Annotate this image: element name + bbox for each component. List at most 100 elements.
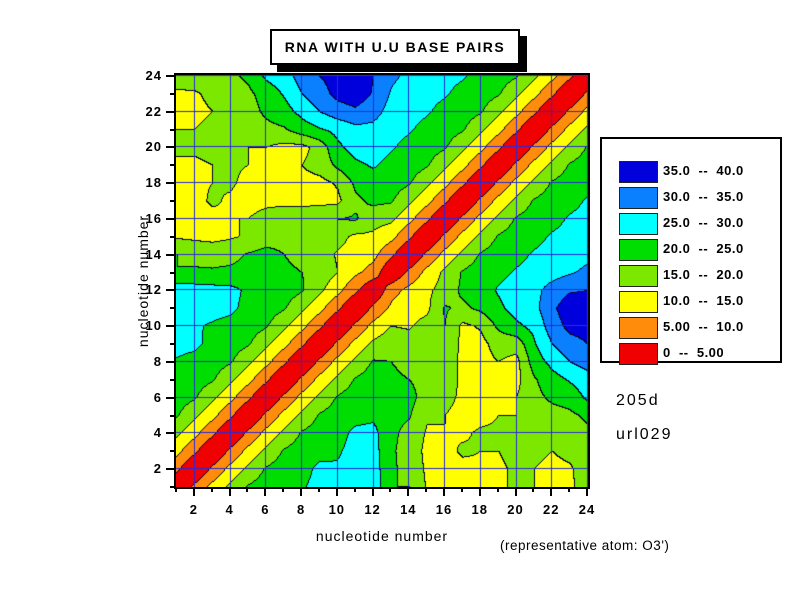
legend-bin-label: 30.0 -- 35.0 [663, 189, 744, 204]
y-minor-tick [170, 414, 175, 417]
legend-row: 25.0 -- 30.0 [602, 213, 780, 235]
x-major-tick [335, 487, 338, 496]
structure-id-ndb: url029 [616, 426, 673, 443]
y-minor-tick [170, 164, 175, 167]
legend-row: 30.0 -- 35.0 [602, 187, 780, 209]
contour-plot-frame [174, 73, 590, 489]
x-minor-tick [460, 487, 463, 492]
x-major-tick [407, 487, 410, 496]
y-major-tick [166, 396, 175, 399]
y-tick-label: 20 [145, 139, 162, 155]
x-minor-tick [175, 487, 177, 492]
legend-row: 10.0 -- 15.0 [602, 291, 780, 313]
y-minor-tick [170, 486, 175, 488]
x-tick-label: 8 [296, 502, 306, 517]
x-minor-tick [568, 487, 571, 492]
x-minor-tick [210, 487, 213, 492]
legend-bin-label: 20.0 -- 25.0 [663, 241, 744, 256]
y-minor-tick [170, 200, 175, 203]
legend-row: 35.0 -- 40.0 [602, 161, 780, 183]
legend-row: 15.0 -- 20.0 [602, 265, 780, 287]
x-major-tick [443, 487, 446, 496]
x-minor-tick [389, 487, 392, 492]
y-major-tick [166, 182, 175, 185]
x-major-tick [264, 487, 267, 496]
x-major-tick [192, 487, 195, 496]
y-minor-tick [170, 271, 175, 274]
x-minor-tick [532, 487, 535, 492]
x-minor-tick [353, 487, 356, 492]
legend-bin-label: 5.00 -- 10.0 [663, 319, 744, 334]
legend-bin-label: 35.0 -- 40.0 [663, 163, 744, 178]
y-minor-tick [170, 235, 175, 238]
x-tick-label: 4 [225, 502, 234, 517]
y-major-tick [166, 432, 175, 435]
y-major-tick [166, 75, 175, 77]
legend-bin-label: 25.0 -- 30.0 [663, 215, 744, 230]
x-minor-tick [317, 487, 320, 492]
x-major-tick [228, 487, 231, 496]
x-minor-tick [246, 487, 249, 492]
y-major-tick [166, 253, 175, 256]
structure-id-pdb: 205d [616, 392, 660, 409]
x-tick-label: 20 [507, 502, 524, 517]
x-major-tick [514, 487, 517, 496]
y-tick-label: 4 [153, 425, 162, 441]
y-minor-tick [170, 378, 175, 381]
y-tick-label: 2 [153, 461, 162, 477]
contour-plot-canvas [176, 75, 588, 487]
y-major-tick [166, 360, 175, 363]
legend-color-swatch [619, 343, 658, 365]
x-major-tick [550, 487, 553, 496]
plot-title-box: RNA WITH U.U BASE PAIRS [270, 29, 520, 65]
legend-bin-label: 0 -- 5.00 [663, 345, 725, 360]
y-major-tick [166, 146, 175, 149]
legend-color-swatch [619, 317, 658, 339]
y-tick-label: 14 [145, 246, 162, 262]
x-tick-label: 14 [400, 502, 417, 517]
y-tick-label: 10 [145, 318, 162, 334]
x-major-tick [300, 487, 303, 496]
x-tick-label: 2 [189, 502, 198, 517]
y-major-tick [166, 110, 175, 113]
y-tick-label: 6 [153, 389, 162, 405]
representative-atom-footnote: (representative atom: O3') [500, 538, 670, 553]
y-tick-label: 18 [145, 175, 162, 191]
y-minor-tick [170, 128, 175, 131]
y-minor-tick [170, 450, 175, 453]
x-tick-label: 12 [364, 502, 381, 517]
legend-color-swatch [619, 213, 658, 235]
x-tick-label: 6 [261, 502, 270, 517]
legend-bin-label: 10.0 -- 15.0 [663, 293, 744, 308]
y-axis-label: nucleotide number [135, 214, 151, 348]
legend-color-swatch [619, 187, 658, 209]
x-tick-label: 22 [543, 502, 560, 517]
x-minor-tick [496, 487, 499, 492]
x-major-tick [586, 487, 588, 496]
x-major-tick [371, 487, 374, 496]
y-tick-label: 22 [145, 103, 162, 119]
x-minor-tick [282, 487, 285, 492]
y-minor-tick [170, 307, 175, 310]
x-tick-label: 18 [471, 502, 489, 517]
x-axis-label: nucleotide number [315, 528, 449, 544]
y-major-tick [166, 217, 175, 220]
plot-title: RNA WITH U.U BASE PAIRS [284, 39, 506, 55]
legend-color-swatch [619, 265, 658, 287]
y-major-tick [166, 325, 175, 328]
y-tick-label: 24 [145, 68, 162, 83]
x-tick-label: 16 [435, 502, 453, 517]
legend-color-swatch [619, 291, 658, 313]
y-major-tick [166, 289, 175, 292]
y-minor-tick [170, 343, 175, 346]
legend-color-swatch [619, 239, 658, 261]
legend-row: 0 -- 5.00 [602, 343, 780, 365]
x-tick-label: 10 [328, 502, 346, 517]
y-tick-label: 12 [145, 282, 162, 298]
x-major-tick [478, 487, 481, 496]
x-minor-tick [425, 487, 428, 492]
y-minor-tick [170, 92, 175, 95]
y-tick-label: 8 [153, 353, 162, 369]
legend-box: 35.0 -- 40.0 30.0 -- 35.0 25.0 -- 30.0 20.0… [600, 137, 782, 365]
